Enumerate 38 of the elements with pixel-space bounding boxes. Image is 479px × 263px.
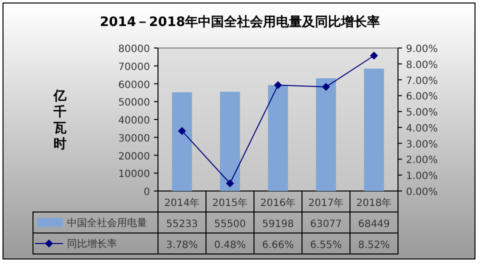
y-axis-title: 亿千瓦时 xyxy=(52,89,68,152)
x-tick-label: 2017年 xyxy=(308,197,344,209)
y-tick-label: 60000 xyxy=(118,80,150,91)
x-tick-label: 2018年 xyxy=(356,197,392,209)
y-tick-label: 20000 xyxy=(118,151,150,162)
data-label: 3.78% xyxy=(166,240,198,251)
data-label: 63077 xyxy=(310,219,342,230)
y-tick-label: 50000 xyxy=(118,98,150,109)
legend-label: 中国全社会用电量 xyxy=(67,217,147,229)
data-label: 6.66% xyxy=(262,240,294,251)
y-tick-label: 70000 xyxy=(118,62,150,73)
y2-tick-label: 6.00% xyxy=(406,92,438,103)
x-tick-label: 2014年 xyxy=(164,197,200,209)
data-label: 8.52% xyxy=(358,240,390,251)
y-tick-label: 30000 xyxy=(118,133,150,144)
y2-tick-label: 2.00% xyxy=(406,155,438,166)
y2-tick-label: 3.00% xyxy=(406,139,438,150)
data-label: 59198 xyxy=(262,219,294,230)
data-label: 55233 xyxy=(166,219,198,230)
y-tick-label: 0 xyxy=(144,187,150,198)
x-tick-label: 2016年 xyxy=(260,197,296,209)
x-tick-label: 2015年 xyxy=(212,197,248,209)
y2-tick-label: 9.00% xyxy=(406,44,438,55)
y-tick-label: 10000 xyxy=(118,169,150,180)
data-label: 68449 xyxy=(358,219,390,230)
y-tick-label: 40000 xyxy=(118,116,150,126)
y2-tick-label: 4.00% xyxy=(406,123,438,134)
y2-tick-label: 0.00% xyxy=(406,187,438,198)
chart-title: 2014－2018年中国全社会用电量及同比增长率 xyxy=(100,14,380,30)
legend-label: 同比增长率 xyxy=(67,238,117,250)
data-label: 55500 xyxy=(214,219,246,230)
y2-tick-label: 7.00% xyxy=(406,76,438,87)
data-label: 6.55% xyxy=(310,240,342,251)
y2-tick-label: 5.00% xyxy=(406,108,438,119)
y2-tick-label: 1.00% xyxy=(406,171,438,182)
y-tick-label: 80000 xyxy=(118,44,150,55)
y2-tick-label: 8.00% xyxy=(406,60,438,71)
data-label: 0.48% xyxy=(214,240,246,251)
